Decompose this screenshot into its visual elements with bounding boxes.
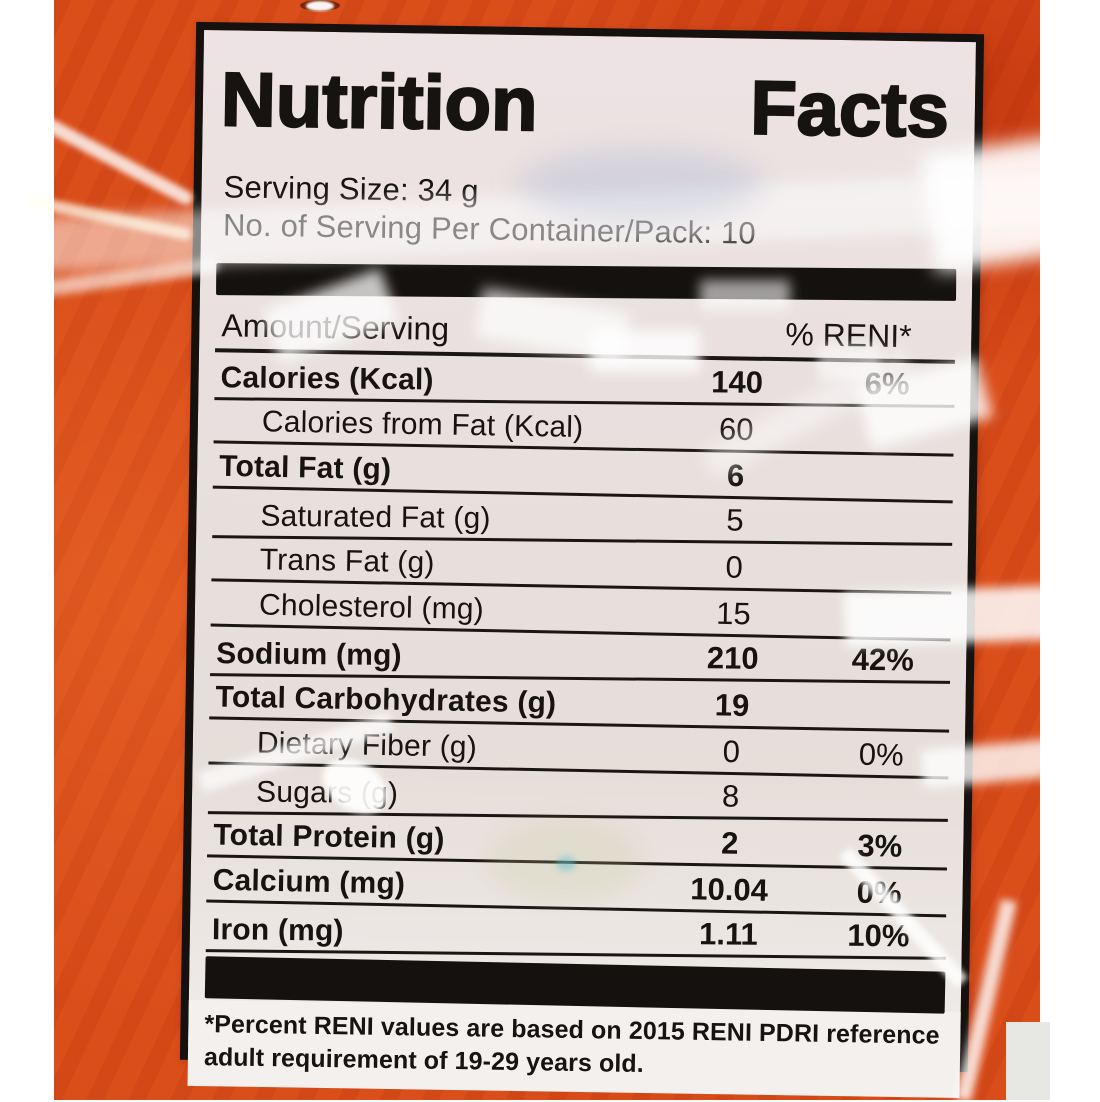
nutrient-name: Total Carbohydrates (g) xyxy=(215,680,557,720)
label-title: Nutrition Facts xyxy=(218,56,959,155)
nutrient-amount: 0 xyxy=(722,733,741,770)
nutrient-amount: 6 xyxy=(726,457,745,494)
nutrient-rows: Calories (Kcal) 140 6% Calories from Fat… xyxy=(205,352,955,962)
nutrient-amount: 210 xyxy=(706,640,759,676)
nutrient-amount: 140 xyxy=(711,364,764,400)
nutrient-row: Iron (mg) 1.11 10% xyxy=(205,906,947,960)
nutrient-name: Calories from Fat (Kcal) xyxy=(261,405,584,445)
nutrient-name: Saturated Fat (g) xyxy=(260,499,491,536)
nutrient-name: Sugars (g) xyxy=(255,775,399,811)
separator-bar-top xyxy=(216,263,957,301)
nutrient-percent: 3% xyxy=(857,827,903,864)
nutrient-percent xyxy=(816,587,951,589)
nutrient-amount: 0 xyxy=(725,549,744,585)
nutrient-percent xyxy=(817,539,952,540)
nutrient-amount: 5 xyxy=(726,502,744,538)
nutrition-facts-label: Nutrition Facts Serving Size: 34 g No. o… xyxy=(179,21,985,1098)
nutrient-name: Total Fat (g) xyxy=(218,449,392,487)
nutrient-percent xyxy=(814,725,949,727)
nutrient-amount: 10.04 xyxy=(689,871,769,908)
percent-reni-header: % RENI* xyxy=(785,316,912,355)
title-word-facts: Facts xyxy=(749,64,951,154)
nutrient-percent: 10% xyxy=(847,917,910,954)
nutrient-percent: 0% xyxy=(856,874,902,911)
nutrient-name: Iron (mg) xyxy=(211,913,344,948)
nutrient-name: Cholesterol (mg) xyxy=(258,588,485,627)
footnote: *Percent RENI values are based on 2015 R… xyxy=(187,999,961,1098)
nutrient-name: Calcium (mg) xyxy=(212,863,406,901)
nutrient-amount: 8 xyxy=(721,778,740,814)
nutrient-name: Dietary Fiber (g) xyxy=(256,726,478,764)
nutrient-amount: 1.11 xyxy=(698,916,758,952)
nutrient-amount: 15 xyxy=(715,595,752,632)
amount-serving-header: Amount/Serving xyxy=(221,307,450,347)
nutrient-name: Trans Fat (g) xyxy=(259,543,435,580)
nutrient-percent: 42% xyxy=(851,641,914,678)
nutrient-amount: 60 xyxy=(718,411,754,448)
nutrient-name: Total Protein (g) xyxy=(213,818,445,856)
nutrient-percent xyxy=(813,815,948,816)
nutrient-percent xyxy=(819,449,954,451)
nutrient-amount: 2 xyxy=(720,825,739,861)
nutrient-amount: 19 xyxy=(714,687,750,723)
nutrient-name: Calories (Kcal) xyxy=(220,361,434,397)
nutrient-percent: 6% xyxy=(864,365,910,402)
serving-info: Serving Size: 34 g No. of Serving Per Co… xyxy=(217,168,958,256)
nutrient-percent: 0% xyxy=(858,736,905,773)
title-word-nutrition: Nutrition xyxy=(219,56,539,148)
nutrient-name: Sodium (mg) xyxy=(216,637,402,673)
